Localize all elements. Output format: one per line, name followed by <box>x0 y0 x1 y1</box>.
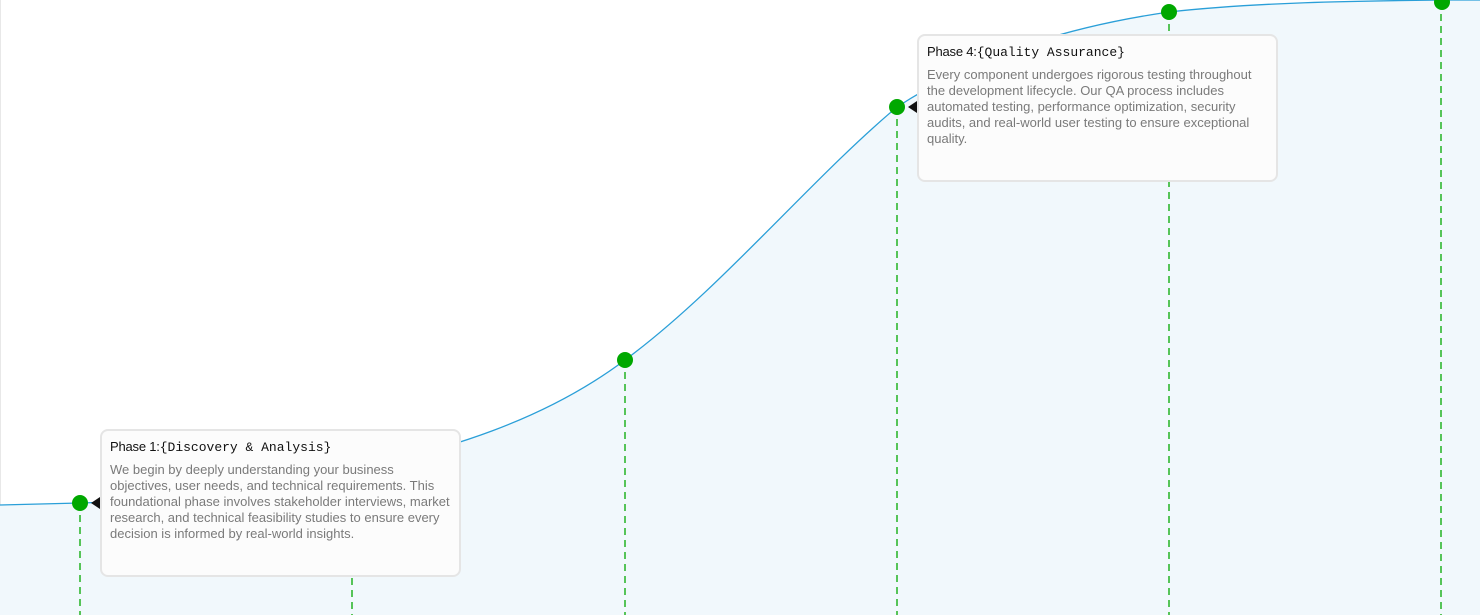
phase-card-quality-assurance: Phase 4:{Quality Assurance} Every compon… <box>917 34 1278 182</box>
phase-name: {Quality Assurance} <box>976 45 1125 60</box>
timeline-node-phase-6[interactable] <box>1434 0 1450 10</box>
timeline-node-phase-3[interactable] <box>617 352 633 368</box>
phase-card-discovery: Phase 1:{Discovery & Analysis} We begin … <box>100 429 461 577</box>
phase-card-description: Every component undergoes rigorous testi… <box>927 67 1252 146</box>
card-pointer-icon <box>91 497 100 509</box>
phase-label: Phase 4: <box>927 44 977 59</box>
timeline-nodes <box>72 0 1450 511</box>
left-border <box>0 0 1 615</box>
timeline-node-phase-5[interactable] <box>1161 4 1177 20</box>
timeline-node-phase-4[interactable] <box>889 99 905 115</box>
phase-name: {Discovery & Analysis} <box>159 440 332 455</box>
phase-label: Phase 1: <box>110 439 160 454</box>
phase-card-description: We begin by deeply understanding your bu… <box>110 462 450 541</box>
phase-card-title: Phase 4:{Quality Assurance} <box>927 44 1268 61</box>
card-pointer-icon <box>908 101 917 113</box>
phase-card-title: Phase 1:{Discovery & Analysis} <box>110 439 451 456</box>
timeline-node-phase-1[interactable] <box>72 495 88 511</box>
